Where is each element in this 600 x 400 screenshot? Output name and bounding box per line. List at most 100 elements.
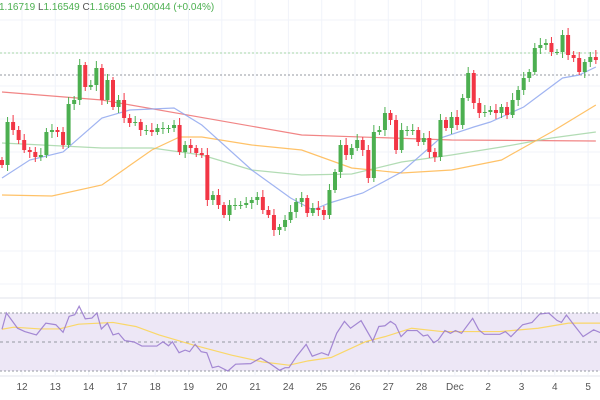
candle-up — [560, 35, 565, 52]
candle-up — [349, 148, 354, 155]
candle-down — [549, 43, 554, 52]
candle-down — [471, 73, 476, 103]
high-value: 1.16719 — [0, 2, 36, 13]
candle-up — [294, 202, 299, 212]
candle-up — [44, 132, 49, 155]
x-tick-label: 12 — [16, 382, 28, 393]
low-value: 1.16549 — [43, 2, 80, 13]
candle-up — [227, 205, 232, 215]
candle-down — [321, 210, 326, 215]
x-tick-label: 18 — [150, 382, 162, 393]
x-tick-label: 20 — [216, 382, 228, 393]
candle-down — [427, 138, 432, 152]
candle-up — [88, 85, 93, 87]
candle-up — [94, 68, 99, 85]
candle-down — [344, 145, 349, 155]
candle-down — [205, 155, 210, 200]
candle-down — [432, 152, 437, 157]
candle-up — [438, 120, 443, 157]
candle-up — [327, 190, 332, 215]
candle-down — [593, 57, 598, 60]
candle-down — [111, 80, 115, 107]
candle-down — [216, 195, 221, 205]
candle-up — [588, 57, 593, 62]
candle-up — [527, 72, 532, 78]
candle-up — [49, 130, 54, 132]
candle-up — [516, 90, 521, 100]
candle-up — [338, 145, 343, 172]
candle-up — [333, 172, 337, 190]
x-tick-label: 13 — [50, 382, 62, 393]
candle-down — [416, 130, 421, 142]
candle-up — [288, 212, 293, 220]
moving-average-line — [1, 66, 597, 211]
candle-up — [555, 52, 559, 53]
candle-up — [160, 128, 165, 129]
candle-up — [155, 128, 160, 132]
x-tick-label: 28 — [416, 382, 428, 393]
candle-down — [444, 120, 448, 128]
candle-down — [61, 132, 66, 145]
candle-up — [371, 132, 376, 178]
candle-up — [532, 48, 537, 72]
candle-up — [543, 43, 548, 45]
x-tick-label: 19 — [183, 382, 195, 393]
moving-average-line — [1, 131, 596, 176]
candle-down — [0, 160, 4, 165]
candle-up — [355, 140, 360, 148]
candle-down — [188, 145, 193, 148]
candle-up — [166, 128, 171, 129]
candle-up — [521, 78, 526, 90]
change-percent: (+0.04%) — [173, 2, 215, 13]
candle-up — [410, 130, 415, 131]
x-tick-label: 14 — [83, 382, 95, 393]
candle-up — [377, 130, 382, 132]
candle-down — [388, 113, 393, 120]
candle-up — [105, 80, 110, 100]
candle-up — [399, 130, 404, 150]
x-tick-label: Dec — [446, 382, 464, 393]
candle-down — [33, 152, 38, 157]
rsi-line — [1, 304, 600, 372]
candle-up — [38, 155, 43, 157]
x-tick-label: 21 — [250, 382, 262, 393]
candle-down — [127, 118, 132, 123]
candle-down — [571, 55, 576, 58]
candle-down — [199, 153, 204, 155]
candle-down — [138, 122, 143, 130]
candle-down — [477, 103, 482, 113]
candle-up — [310, 208, 315, 213]
candle-up — [510, 100, 515, 115]
candle-down — [455, 117, 460, 125]
candle-up — [482, 112, 487, 113]
candle-up — [133, 122, 138, 123]
rsi-ma-line — [1, 321, 600, 366]
candle-up — [466, 73, 471, 98]
candle-down — [149, 130, 154, 132]
close-value: 1.16605 — [89, 2, 126, 13]
candle-up — [233, 205, 238, 206]
candle-down — [394, 120, 399, 150]
candle-up — [172, 125, 177, 128]
candle-down — [99, 68, 104, 100]
candle-down — [122, 100, 127, 118]
x-tick-label: 2 — [485, 382, 491, 393]
candle-down — [505, 107, 510, 115]
candle-down — [27, 150, 32, 152]
ohlc-legend: 1.16719 L1.16549 C1.16605 +0.00044 (+0.0… — [0, 2, 214, 13]
x-tick-label: 25 — [316, 382, 328, 393]
candle-up — [277, 227, 282, 230]
candle-down — [222, 205, 226, 215]
candle-up — [382, 113, 387, 130]
candle-up — [244, 203, 249, 205]
candle-up — [72, 100, 77, 104]
candle-up — [499, 107, 504, 113]
candle-up — [249, 200, 254, 203]
x-tick-label: 26 — [349, 382, 361, 393]
candle-down — [566, 35, 571, 55]
x-tick-label: 4 — [552, 382, 558, 393]
candle-down — [177, 125, 182, 152]
candle-up — [460, 98, 465, 125]
candle-down — [271, 215, 276, 230]
